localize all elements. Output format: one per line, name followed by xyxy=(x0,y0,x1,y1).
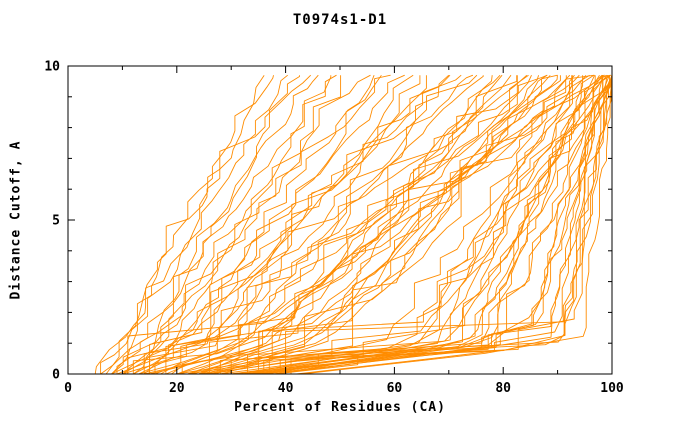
model-curve xyxy=(187,74,503,375)
model-curve xyxy=(122,74,595,375)
model-curve xyxy=(274,74,600,375)
model-curve xyxy=(290,75,613,374)
model-curve xyxy=(219,75,596,374)
model-curve xyxy=(220,74,548,375)
model-curve xyxy=(100,75,274,375)
model-curve xyxy=(242,75,596,375)
model-curve xyxy=(258,74,603,375)
model-curve xyxy=(208,74,571,374)
model-curve xyxy=(296,74,611,375)
model-curve xyxy=(231,75,573,375)
model-curve xyxy=(127,75,532,374)
model-curve xyxy=(171,74,474,375)
chart-title: T0974s1-D1 xyxy=(292,12,388,28)
model-curve xyxy=(301,75,613,375)
model-curve xyxy=(263,75,613,374)
model-curve xyxy=(111,75,332,375)
model-curve xyxy=(257,75,613,374)
x-tick-label: 40 xyxy=(278,381,294,396)
model-curve xyxy=(133,74,382,375)
model-curve xyxy=(176,75,484,375)
model-curve xyxy=(263,74,605,375)
model-curve xyxy=(165,74,450,375)
model-curve xyxy=(274,75,604,375)
x-tick-label: 20 xyxy=(169,381,185,396)
model-curve xyxy=(252,75,610,375)
model-curve xyxy=(154,74,414,375)
model-curve xyxy=(122,74,319,375)
model-curve xyxy=(133,74,337,375)
model-curve xyxy=(111,75,300,375)
model-curve xyxy=(105,74,312,375)
y-axis-label: Distance Cutoff, A xyxy=(8,140,24,300)
model-curve xyxy=(144,74,607,375)
model-curve xyxy=(94,75,265,375)
model-curve xyxy=(122,74,371,375)
model-curve xyxy=(198,75,558,375)
x-axis-label: Percent of Residues (CA) xyxy=(234,400,446,415)
model-curve xyxy=(127,74,391,374)
model-curve xyxy=(149,75,375,374)
model-curve xyxy=(154,74,478,374)
model-curve xyxy=(263,74,611,375)
model-curve xyxy=(252,75,584,375)
x-tick-label: 60 xyxy=(387,381,403,396)
y-tick-label: 5 xyxy=(52,214,60,229)
model-curve xyxy=(149,75,427,374)
model-curve xyxy=(285,75,613,374)
model-curve xyxy=(111,74,548,375)
model-curve xyxy=(116,75,561,375)
model-curve xyxy=(220,75,573,375)
model-curve xyxy=(274,75,604,375)
model-curve xyxy=(132,74,603,374)
x-tick-label: 0 xyxy=(64,381,72,396)
x-tick-label: 80 xyxy=(495,381,511,396)
model-curve xyxy=(198,74,590,375)
model-curve xyxy=(138,75,518,375)
y-tick-label: 10 xyxy=(44,60,60,75)
y-tick-label: 0 xyxy=(52,368,60,383)
model-curve xyxy=(143,74,405,375)
model-curve xyxy=(149,74,580,375)
x-tick-label: 100 xyxy=(600,381,624,396)
model-curve xyxy=(116,75,342,374)
model-curve xyxy=(100,74,288,374)
model-curve xyxy=(138,75,421,375)
model-curve xyxy=(279,75,613,374)
